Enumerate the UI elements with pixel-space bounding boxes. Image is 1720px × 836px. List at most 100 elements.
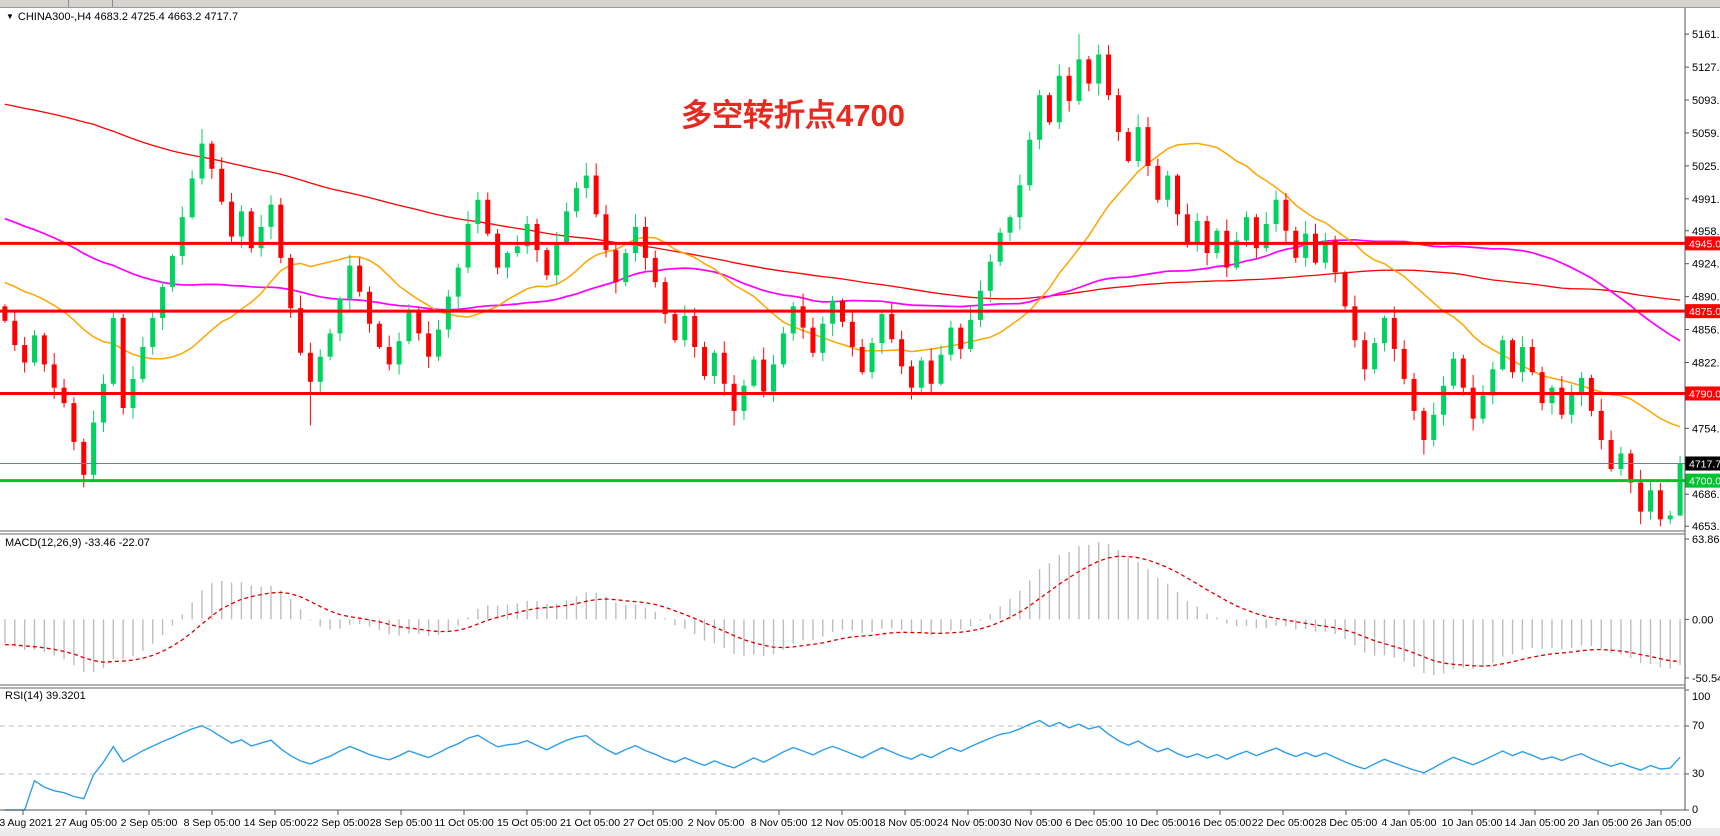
candle-body [396,341,402,365]
level-tag [1685,473,1720,488]
price-axis-label: 4856.0 [1692,325,1720,337]
time-axis-label: 2 Nov 05:00 [688,817,745,829]
level-tag-label: 4945.0 [1689,238,1720,250]
candle-body [564,211,570,244]
candle-body [1312,233,1318,263]
rsi-line [4,719,1681,811]
candle-body [160,286,166,318]
candle-body [12,320,18,346]
candle-body [1549,387,1555,404]
candle-body [1096,54,1102,84]
candle-body [987,261,993,291]
candle-body [1273,199,1279,224]
candle-body [672,314,678,341]
candle-body [1066,75,1072,101]
chart-plot-area[interactable] [0,8,1685,810]
candle-body [1598,410,1604,440]
candle-body [731,383,737,411]
window-bottom-border [0,828,1720,836]
time-axis-label: 28 Dec 05:00 [1315,817,1378,829]
candle-body [849,321,855,347]
candle-body [948,327,954,355]
candle-body [1253,217,1259,249]
price-axis-label: 4822.0 [1692,357,1720,369]
rsi-axis-label: 100 [1692,691,1710,703]
price-axis-label: 4754.0 [1692,423,1720,435]
price-axis-label: 5025.0 [1692,161,1720,173]
candle-body [317,356,323,382]
candle-body [544,250,550,276]
candle-body [169,255,175,287]
candle-body [652,257,658,283]
candle-body [928,360,934,384]
candle-body [682,315,688,341]
candle-body [238,211,244,237]
candle-body [780,333,786,365]
macd-axis-label: 63.86 [1692,534,1720,546]
price-axis-label: 5161.0 [1692,29,1720,41]
candle-body [91,422,97,475]
candle-body [1234,240,1240,268]
macd-axis-label: 0.00 [1692,614,1713,626]
candle-body [337,298,343,334]
candle-body [1115,95,1121,132]
candle-body [1342,272,1348,307]
ma-slow-line [4,103,1681,301]
candle-body [869,343,875,373]
candle-body [327,333,333,357]
chart-annotation[interactable]: 多空转折点4700 [681,98,905,133]
candle-body [751,359,757,386]
candle-body [1648,490,1654,512]
candle-body [81,441,87,475]
candle-body [1667,515,1673,520]
candle-body [435,329,441,357]
candle-body [416,310,422,334]
symbol-ohlc-text: CHINA300-,H4 4683.2 4725.4 4663.2 4717.7 [17,11,239,23]
candle-body [426,333,432,357]
candle-body [1007,217,1013,233]
candle-body [1283,199,1289,231]
candle-body [859,346,865,373]
candle-body [711,352,717,377]
price-axis-label: 4924.0 [1692,259,1720,271]
candle-body [1037,95,1043,140]
candle-body [1539,372,1545,404]
candle-body [1194,221,1200,244]
candle-body [1303,233,1309,258]
candle-body [347,265,353,299]
candle-body [1155,165,1161,200]
candle-body [899,339,905,367]
chart-dropdown-icon[interactable]: ▼ [6,12,14,21]
time-axis-label: 4 Jan 05:00 [1382,817,1437,829]
candle-body [386,346,392,365]
candle-body [258,226,264,249]
border-notch [68,0,69,7]
candle-body [1450,358,1456,386]
candle-body [268,204,274,227]
candle-body [1322,240,1328,263]
candle-body [120,317,126,408]
price-axis-label: 4686.0 [1692,489,1720,501]
time-axis-label: 6 Dec 05:00 [1066,817,1123,829]
candle-body [1391,317,1397,349]
price-axis-label: 5127.0 [1692,62,1720,74]
candle-body [1086,59,1092,84]
candle-body [1569,393,1575,415]
window-top-border [0,0,1720,8]
candle-body [1441,385,1447,415]
candle-body [1510,340,1516,373]
candle-body [879,314,885,344]
candle-body [288,257,294,309]
time-axis-label: 14 Sep 05:00 [244,817,307,829]
border-notch [112,0,113,7]
candle-body [633,226,639,254]
candle-body [623,253,629,283]
candle-body [771,364,777,392]
candle-body [150,317,156,347]
candle-body [603,214,609,251]
candle-body [307,352,313,382]
candle-body [298,308,304,353]
time-axis-label: 18 Nov 05:00 [874,817,937,829]
symbol-title: ▼ CHINA300-,H4 4683.2 4725.4 4663.2 4717.… [6,11,238,23]
